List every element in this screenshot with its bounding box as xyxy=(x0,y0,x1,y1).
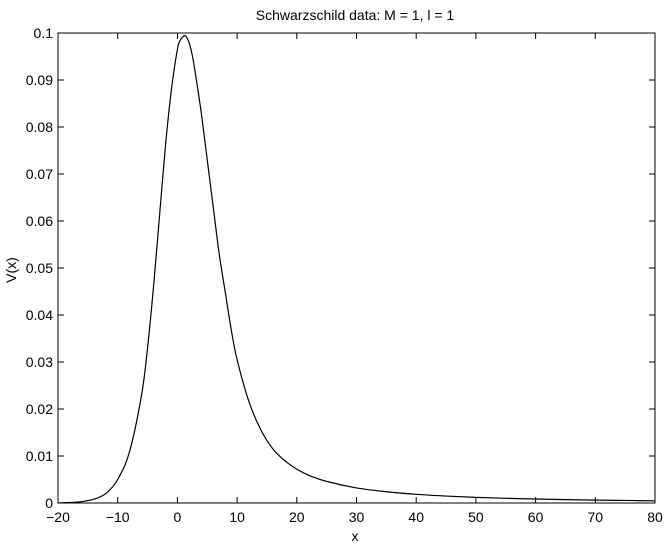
y-axis-label: V(x) xyxy=(3,257,19,283)
y-tick-label: 0.02 xyxy=(26,401,53,417)
y-tick-label: 0 xyxy=(45,495,53,511)
x-tick-label: −10 xyxy=(106,509,130,525)
y-tick-label: 0.09 xyxy=(26,72,53,88)
y-tick-label: 0.03 xyxy=(26,354,53,370)
x-tick-label: 20 xyxy=(289,509,305,525)
y-tick-label: 0.05 xyxy=(26,260,53,276)
x-axis-label: x xyxy=(352,528,359,544)
x-tick-label: −20 xyxy=(46,509,70,525)
chart-title: Schwarzschild data: M = 1, l = 1 xyxy=(256,7,455,23)
y-tick-label: 0.08 xyxy=(26,119,53,135)
x-tick-label: 50 xyxy=(468,509,484,525)
y-tick-label: 0.04 xyxy=(26,307,53,323)
x-tick-label: 0 xyxy=(174,509,182,525)
x-tick-label: 80 xyxy=(647,509,663,525)
y-tick-label: 0.07 xyxy=(26,166,53,182)
series-line xyxy=(57,35,656,504)
x-tick-label: 30 xyxy=(349,509,365,525)
x-tick-label: 10 xyxy=(229,509,245,525)
x-tick-label: 70 xyxy=(588,509,604,525)
y-tick-label: 0.06 xyxy=(26,213,53,229)
plot-area: −20 −10 0 10 20 30 40 50 60 70 80 0 0.01 0.02 0.03 0.04… xyxy=(26,25,663,525)
x-tick-label: 60 xyxy=(528,509,544,525)
y-tick-label: 0.1 xyxy=(34,25,54,41)
x-tick-label: 40 xyxy=(408,509,424,525)
y-tick-label: 0.01 xyxy=(26,448,53,464)
